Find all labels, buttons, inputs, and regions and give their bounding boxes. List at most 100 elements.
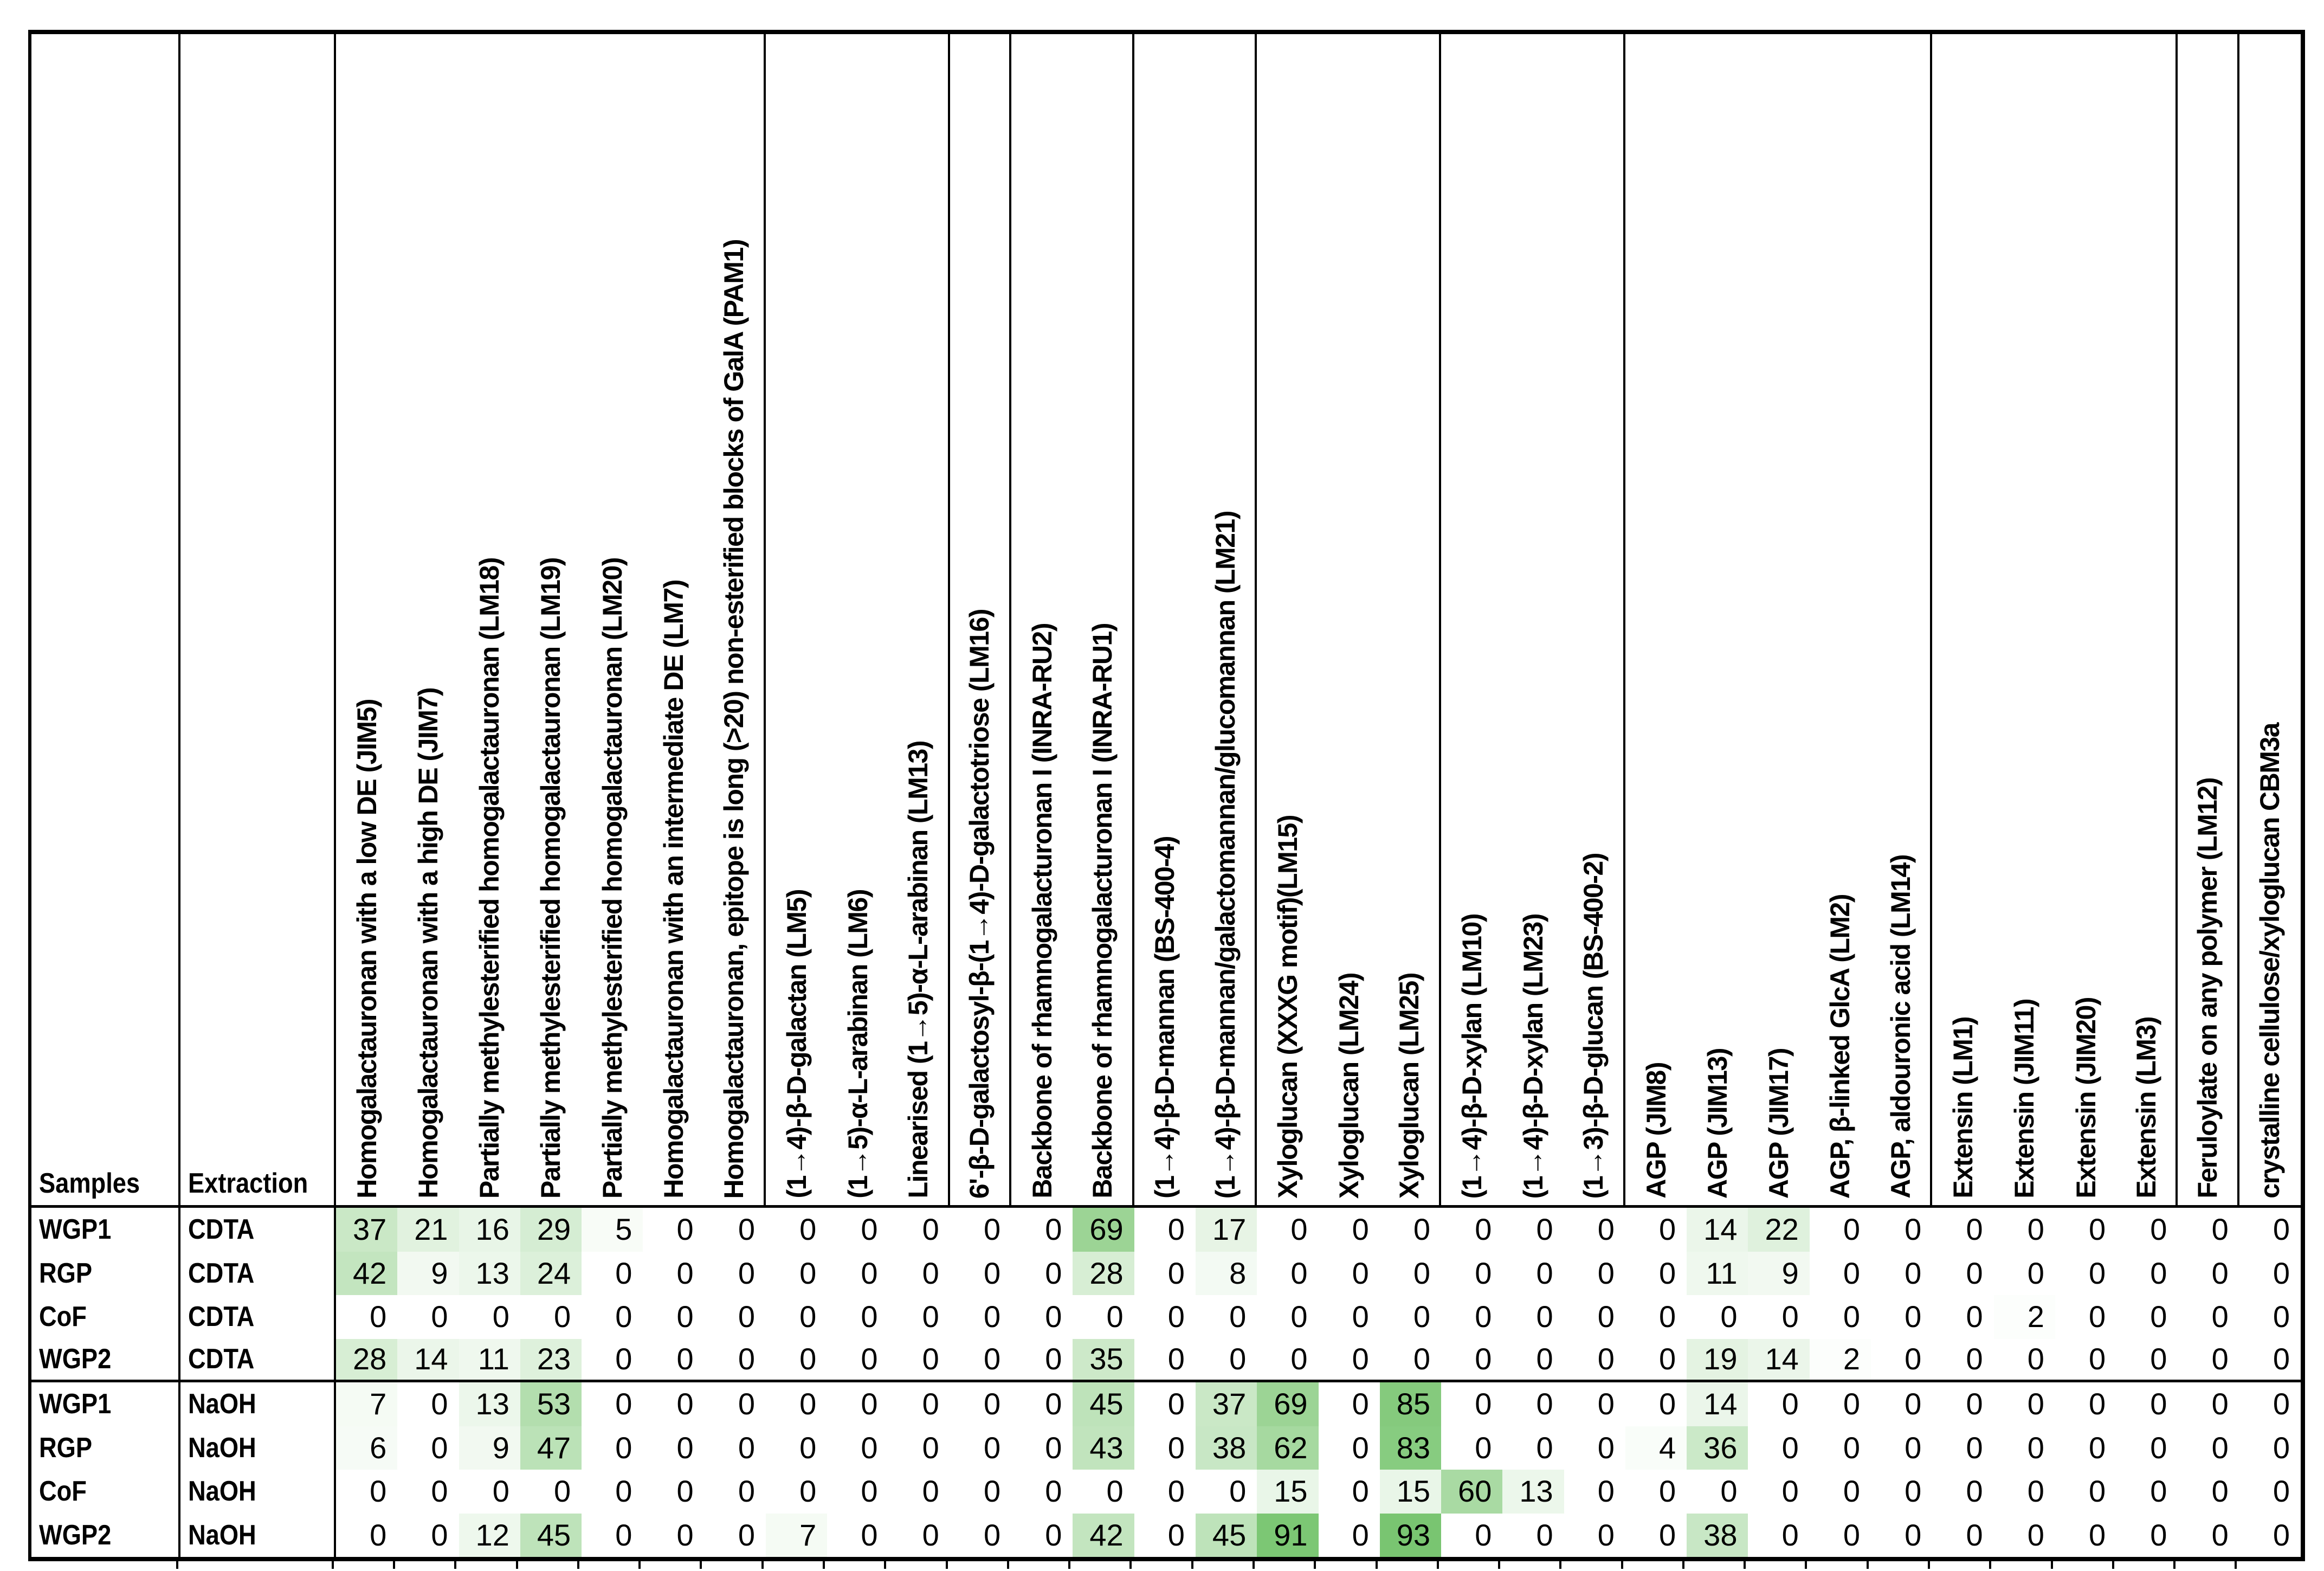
extraction-column-header: Extraction bbox=[180, 34, 336, 1208]
value-cell: 0 bbox=[1536, 1299, 1553, 1334]
sample-label: CoF bbox=[39, 1301, 87, 1333]
column-header-label: Extensin (LM1) bbox=[1947, 1017, 1978, 1199]
column-header-label: Partially methylesterified homogalactaur… bbox=[535, 557, 566, 1199]
value-cell: 13 bbox=[459, 1382, 520, 1426]
value-cell: 0 bbox=[615, 1517, 632, 1552]
gridline-tick bbox=[1314, 1561, 1316, 1569]
column-header-label: Extensin (JIM11) bbox=[2009, 999, 2040, 1199]
column-header: Partially methylesterified homogalactaur… bbox=[459, 34, 520, 1208]
value-cell: 0 bbox=[643, 1339, 705, 1382]
value-cell: 0 bbox=[1413, 1212, 1431, 1247]
value-cell: 0 bbox=[1966, 1255, 1983, 1290]
value-cell: 0 bbox=[1106, 1474, 1124, 1509]
value-cell: 0 bbox=[1659, 1299, 1676, 1334]
value-cell: 0 bbox=[2273, 1474, 2290, 1509]
value-cell: 0 bbox=[1318, 1339, 1380, 1382]
value-cell: 42 bbox=[336, 1251, 398, 1295]
value-cell: 0 bbox=[1106, 1299, 1124, 1334]
sample-label-cell: CoF bbox=[31, 1470, 180, 1514]
value-cell: 22 bbox=[1748, 1208, 1810, 1252]
gridline-tick bbox=[1068, 1561, 1070, 1569]
gridline-tick bbox=[1805, 1561, 1807, 1569]
gridline-tick bbox=[1559, 1561, 1561, 1569]
value-cell: 0 bbox=[2211, 1299, 2229, 1334]
gridline-tick bbox=[332, 1561, 334, 1569]
value-cell: 0 bbox=[2211, 1430, 2229, 1465]
value-cell: 36 bbox=[1687, 1426, 1748, 1470]
value-cell: 11 bbox=[459, 1338, 520, 1382]
value-cell: 9 bbox=[459, 1426, 520, 1470]
sample-label: CoF bbox=[39, 1476, 87, 1508]
gridline-tick bbox=[823, 1561, 825, 1569]
value-cell: 0 bbox=[888, 1339, 950, 1382]
value-cell: 0 bbox=[1167, 1212, 1185, 1247]
value-cell: 0 bbox=[2027, 1255, 2044, 1290]
value-cell: 0 bbox=[1659, 1212, 1676, 1247]
value-cell: 0 bbox=[1659, 1474, 1676, 1509]
value-cell: 15 bbox=[1257, 1470, 1319, 1514]
column-header-label: (1→4)-β-D-mannan (BS-400-4) bbox=[1150, 836, 1180, 1199]
column-header: Xyloglucan (XXXG motif)(LM15) bbox=[1257, 34, 1319, 1208]
value-cell: 47 bbox=[520, 1426, 582, 1470]
value-cell: 0 bbox=[1720, 1299, 1738, 1334]
epitope-heatmap-table: Samples Extraction Homogalactauronan with … bbox=[28, 30, 2305, 1561]
value-cell: 23 bbox=[520, 1338, 582, 1382]
value-cell: 0 bbox=[922, 1517, 939, 1552]
value-cell: 35 bbox=[1073, 1338, 1134, 1382]
value-cell: 0 bbox=[1167, 1517, 1185, 1552]
value-cell: 0 bbox=[922, 1299, 939, 1334]
value-cell: 0 bbox=[2027, 1474, 2044, 1509]
column-header-label: Partially methylesterified homogalactaur… bbox=[597, 557, 628, 1199]
value-cell: 0 bbox=[2273, 1517, 2290, 1552]
column-header-label: Xyloglucan (LM25) bbox=[1394, 973, 1425, 1199]
value-cell: 0 bbox=[1597, 1387, 1615, 1421]
column-header-label: Homogalactauronan, epitope is long (>20)… bbox=[719, 239, 750, 1199]
sample-label: WGP1 bbox=[39, 1214, 112, 1246]
value-cell: 0 bbox=[2150, 1387, 2167, 1421]
value-cell: 69 bbox=[1257, 1382, 1319, 1426]
extraction-label: NaOH bbox=[188, 1432, 256, 1464]
value-cell: 0 bbox=[861, 1474, 878, 1509]
gridline-tick bbox=[577, 1561, 579, 1569]
value-cell: 0 bbox=[2089, 1212, 2106, 1247]
sample-label: RGP bbox=[39, 1432, 93, 1464]
value-cell: 14 bbox=[397, 1338, 459, 1382]
value-cell: 0 bbox=[950, 1339, 1012, 1382]
column-header-label: 6'-β-D-galactosyl-β-(1→4)-D-galactotrios… bbox=[964, 609, 995, 1199]
value-cell: 0 bbox=[1167, 1299, 1185, 1334]
value-cell: 0 bbox=[704, 1339, 766, 1382]
value-cell: 0 bbox=[1352, 1387, 1369, 1421]
value-cell: 0 bbox=[2089, 1255, 2106, 1290]
value-cell: 0 bbox=[1966, 1299, 1983, 1334]
value-cell: 0 bbox=[1843, 1255, 1861, 1290]
extraction-label-cell: CDTA bbox=[180, 1338, 336, 1382]
column-header: Backbone of rhamnogalacturonan I (INRA-R… bbox=[1011, 34, 1073, 1208]
value-cell: 0 bbox=[1966, 1517, 1983, 1552]
value-cell: 0 bbox=[1843, 1387, 1861, 1421]
value-cell: 0 bbox=[2273, 1299, 2290, 1334]
value-cell: 0 bbox=[1966, 1387, 1983, 1421]
value-cell: 0 bbox=[1379, 1339, 1442, 1382]
gridline-tick bbox=[1498, 1561, 1500, 1569]
column-header: Extensin (LM1) bbox=[1932, 34, 1994, 1208]
value-cell: 0 bbox=[1352, 1299, 1369, 1334]
gridline-tick bbox=[2235, 1561, 2237, 1569]
value-cell: 0 bbox=[1502, 1339, 1564, 1382]
value-cell: 0 bbox=[1781, 1474, 1799, 1509]
value-cell: 0 bbox=[1536, 1517, 1553, 1552]
value-cell: 0 bbox=[1229, 1299, 1247, 1334]
extraction-label: NaOH bbox=[188, 1519, 256, 1551]
value-cell: 0 bbox=[1290, 1299, 1308, 1334]
samples-header-label: Samples bbox=[39, 1168, 140, 1199]
extraction-label: CDTA bbox=[188, 1301, 255, 1333]
value-cell: 0 bbox=[1045, 1212, 1062, 1247]
value-cell: 0 bbox=[1905, 1299, 1922, 1334]
gridline-tick bbox=[2173, 1561, 2175, 1569]
value-cell: 2 bbox=[1809, 1338, 1871, 1382]
value-cell: 0 bbox=[1290, 1212, 1308, 1247]
value-cell: 0 bbox=[1905, 1517, 1922, 1552]
column-header-label: AGP (JIM13) bbox=[1702, 1048, 1733, 1199]
value-cell: 60 bbox=[1441, 1470, 1503, 1514]
value-cell: 7 bbox=[336, 1382, 398, 1426]
value-cell: 0 bbox=[1167, 1474, 1185, 1509]
